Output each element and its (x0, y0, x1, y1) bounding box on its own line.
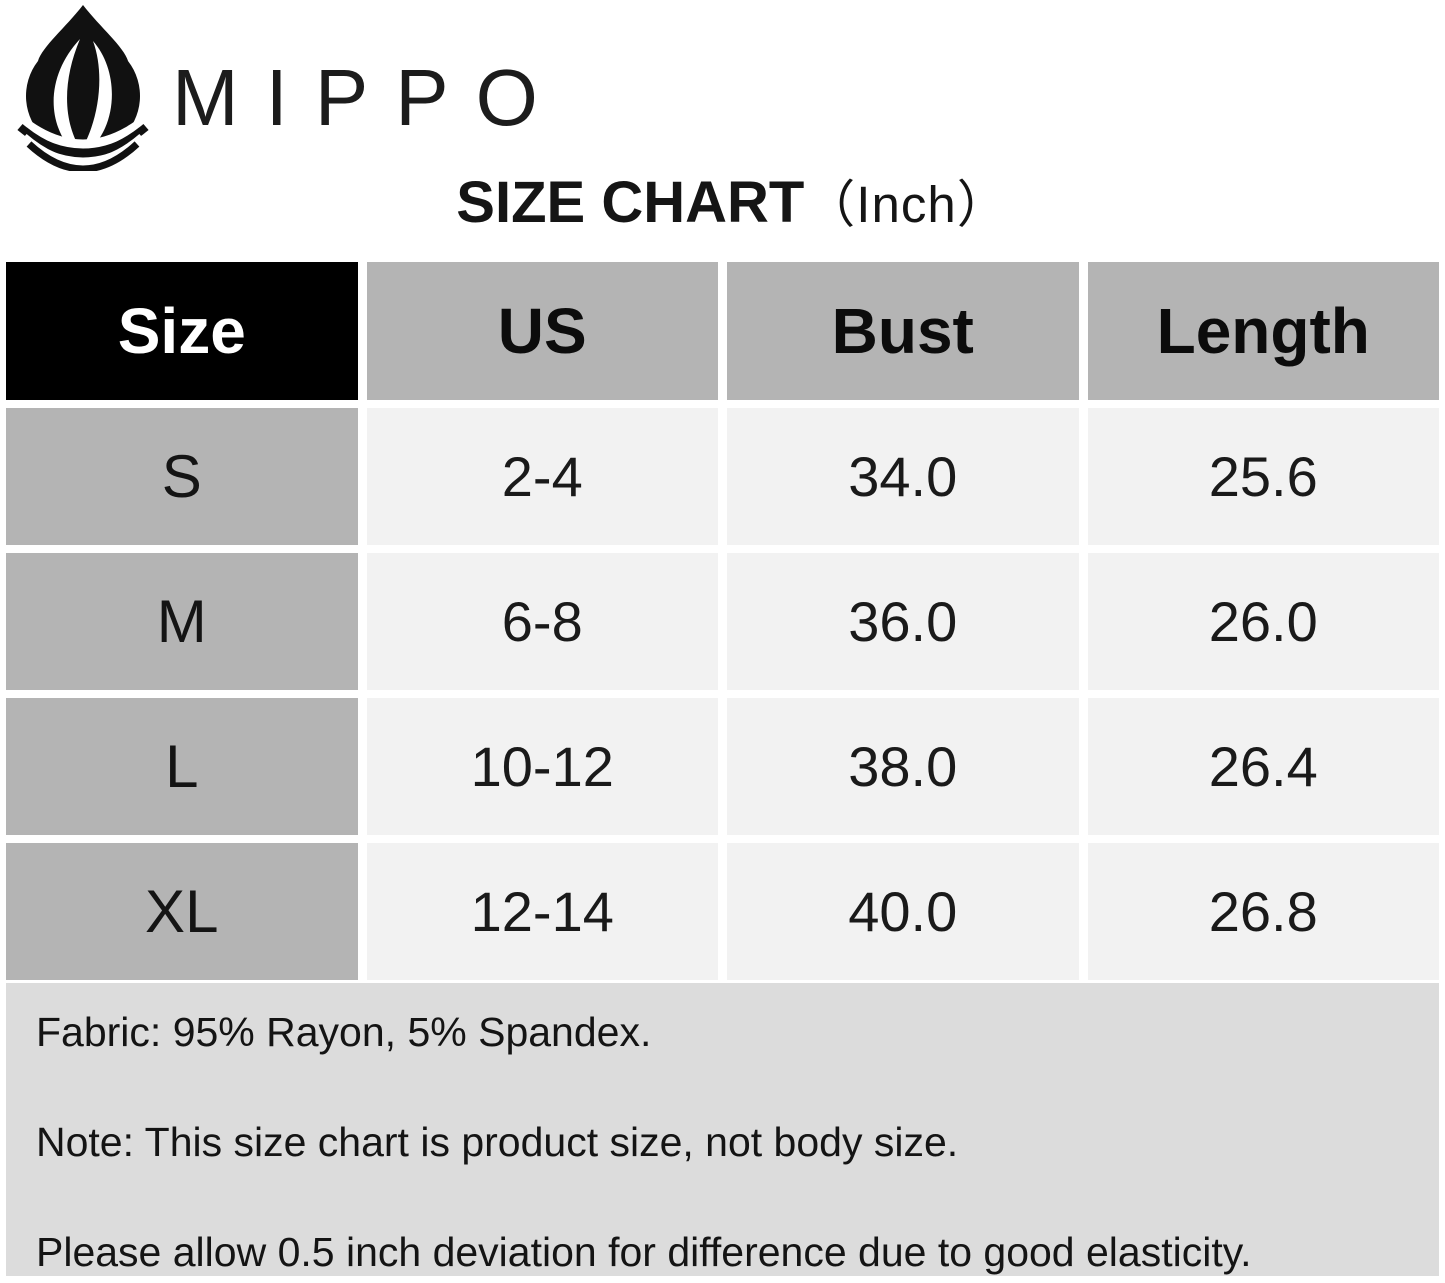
product-size-note: Note: This size chart is product size, n… (36, 1119, 959, 1165)
us-value-cell: 10-12 (366, 698, 718, 835)
page-title: SIZE CHART（Inch） (0, 163, 1445, 237)
size-label-cell: L (6, 698, 358, 835)
column-header-length: Length (1087, 262, 1439, 400)
column-header-us: US (366, 262, 718, 400)
deviation-note: Please allow 0.5 inch deviation for diff… (36, 1229, 1252, 1275)
length-value-cell: 26.4 (1087, 698, 1439, 835)
bust-value-cell: 38.0 (727, 698, 1079, 835)
length-value-cell: 26.8 (1087, 843, 1439, 980)
page-title-unit: （Inch） (804, 176, 1009, 233)
page-title-main: SIZE CHART (456, 170, 805, 235)
size-table: Size US Bust Length S 2-4 34.0 25.6 M 6-… (6, 262, 1439, 980)
bust-value-cell: 40.0 (727, 843, 1079, 980)
fabric-note: Fabric: 95% Rayon, 5% Spandex. (36, 1009, 652, 1055)
column-header-size: Size (6, 262, 358, 400)
brand-header: MIPPO SIZE CHART（Inch） (0, 0, 1445, 240)
us-value-cell: 12-14 (366, 843, 718, 980)
notes-panel: Fabric: 95% Rayon, 5% Spandex. Note: Thi… (6, 983, 1439, 1276)
bust-value-cell: 34.0 (727, 408, 1079, 545)
us-value-cell: 6-8 (366, 553, 718, 690)
column-header-bust: Bust (727, 262, 1079, 400)
size-label-cell: XL (6, 843, 358, 980)
size-label-cell: M (6, 553, 358, 690)
length-value-cell: 25.6 (1087, 408, 1439, 545)
mippo-leaf-logo-icon (15, 5, 151, 171)
us-value-cell: 2-4 (366, 408, 718, 545)
bust-value-cell: 36.0 (727, 553, 1079, 690)
size-label-cell: S (6, 408, 358, 545)
brand-name: MIPPO (172, 53, 565, 142)
length-value-cell: 26.0 (1087, 553, 1439, 690)
